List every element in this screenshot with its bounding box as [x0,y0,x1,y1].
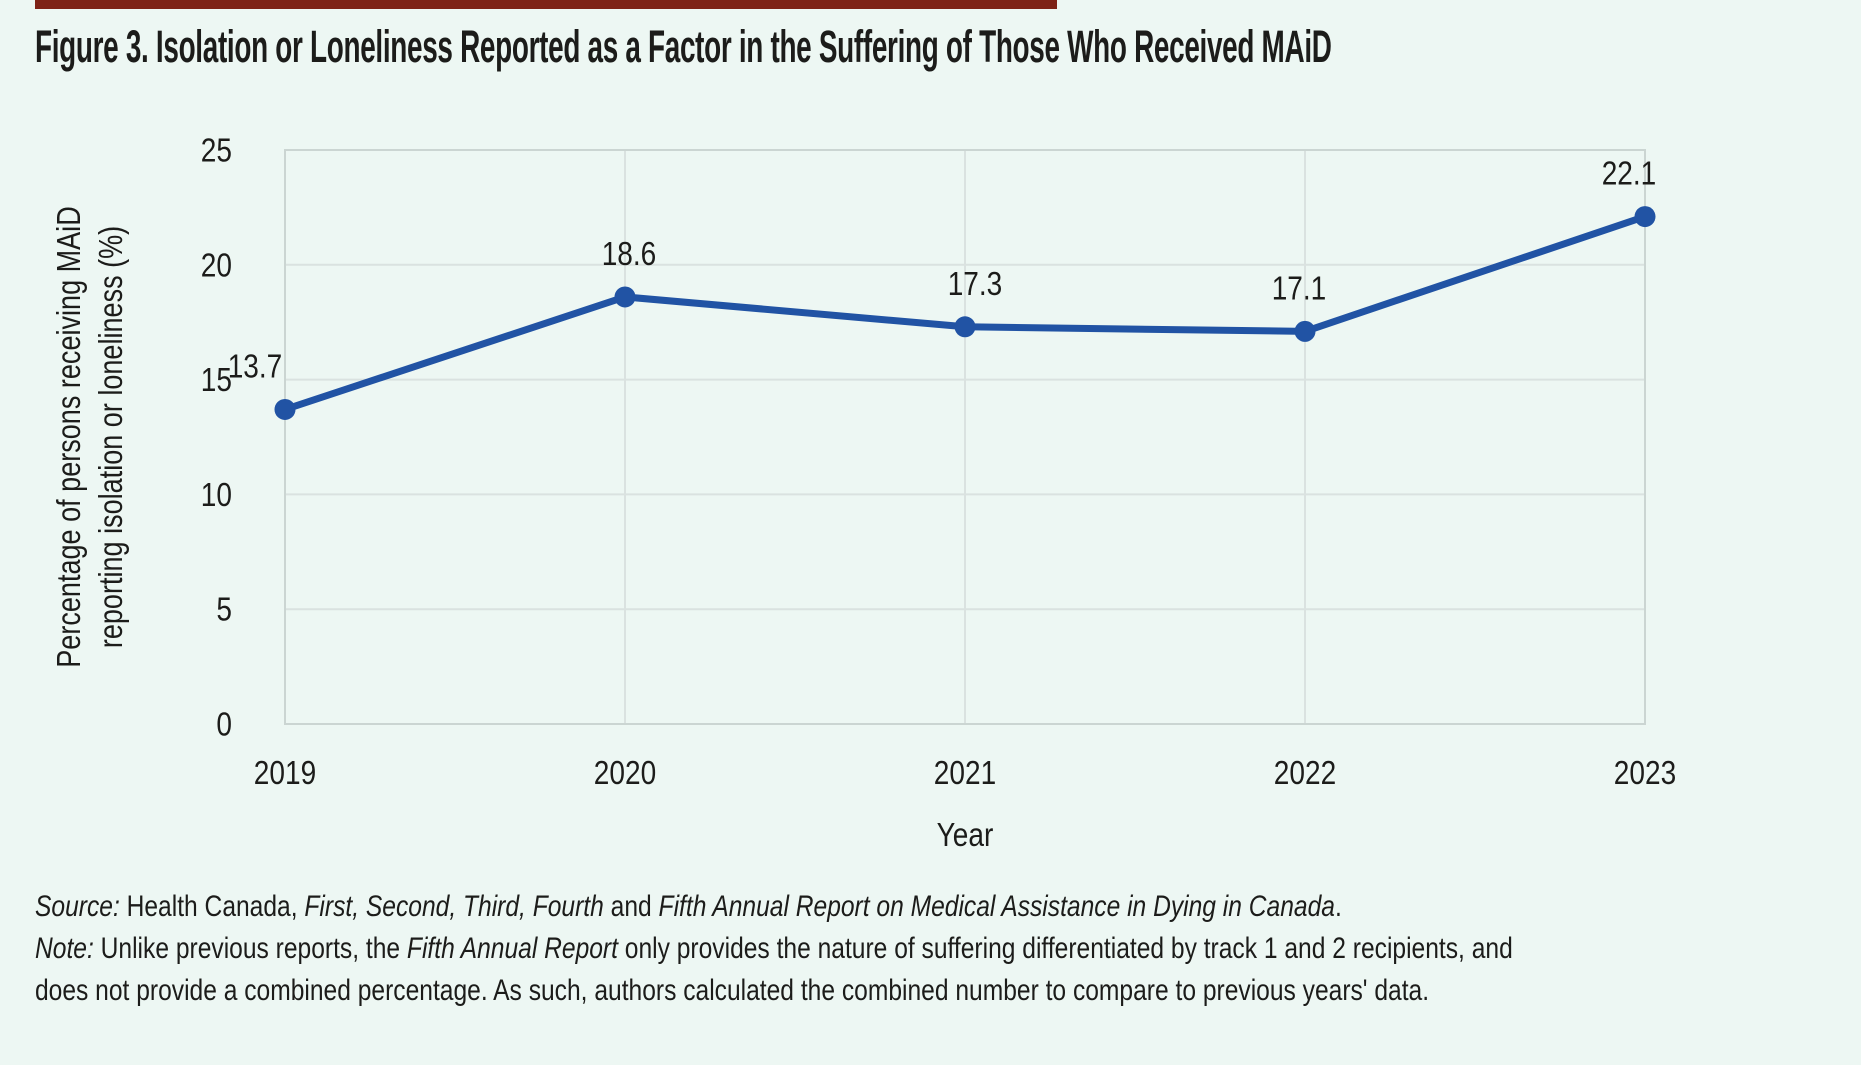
x-tick-label: 2022 [1274,755,1336,792]
data-point [614,286,636,308]
data-point [274,398,296,420]
accent-bar [35,0,1057,9]
y-axis-title-line1: Percentage of persons receiving MAiD [52,206,88,667]
note-segment: and [603,890,659,923]
plot-border [284,149,1646,725]
data-label: 18.6 [602,236,657,273]
y-tick-label: 20 [201,247,232,284]
y-tick-label: 10 [201,477,232,514]
note-segment-italic: First, Second, Third, Fourth [304,890,604,923]
data-label: 13.7 [228,348,283,385]
y-tick-label: 5 [216,592,232,629]
source-line: Source: Health Canada, First, Second, Th… [35,886,1835,928]
note-line: does not provide a combined percentage. … [35,970,1835,1012]
figure-title: Figure 3. Isolation or Loneliness Report… [35,22,1861,72]
data-label: 17.3 [948,266,1003,303]
x-tick-label: 2020 [594,755,656,792]
x-tick-label: 2019 [254,755,316,792]
note-segment: does not provide a combined percentage. … [35,974,1430,1007]
note-segment: only provides the nature of suffering di… [617,932,1513,965]
data-point [1634,206,1656,228]
x-tick-label: 2021 [934,755,996,792]
note-line-text: does not provide a combined percentage. … [35,970,1429,1012]
data-point [1294,320,1316,342]
y-tick-label: 25 [201,132,232,169]
note-line-text: Source: Health Canada, First, Second, Th… [35,886,1342,928]
data-label: 17.1 [1272,270,1327,307]
data-point [954,316,976,338]
note-line-text: Note: Unlike previous reports, the Fifth… [35,928,1513,970]
note-segment-italic: Source: [35,890,120,923]
note-segment: Unlike previous reports, the [93,932,407,965]
note-segment: . [1334,890,1342,923]
figure-title-text: Figure 3. Isolation or Loneliness Report… [35,21,1332,72]
note-segment-italic: Fifth Annual Report on Medical Assistanc… [658,890,1335,923]
x-axis-title: Year [937,817,994,854]
y-tick-label: 0 [216,706,232,743]
y-axis-title-line2: reporting isolation or loneliness (%) [94,226,130,648]
note-segment: Health Canada, [119,890,305,923]
note-line: Note: Unlike previous reports, the Fifth… [35,928,1835,970]
source-note-block: Source: Health Canada, First, Second, Th… [35,886,1835,1012]
note-segment-italic: Fifth Annual Report [406,932,618,965]
data-label: 22.1 [1602,155,1657,192]
note-segment-italic: Note: [35,932,94,965]
x-tick-label: 2023 [1614,755,1676,792]
y-tick-label: 15 [201,362,232,399]
